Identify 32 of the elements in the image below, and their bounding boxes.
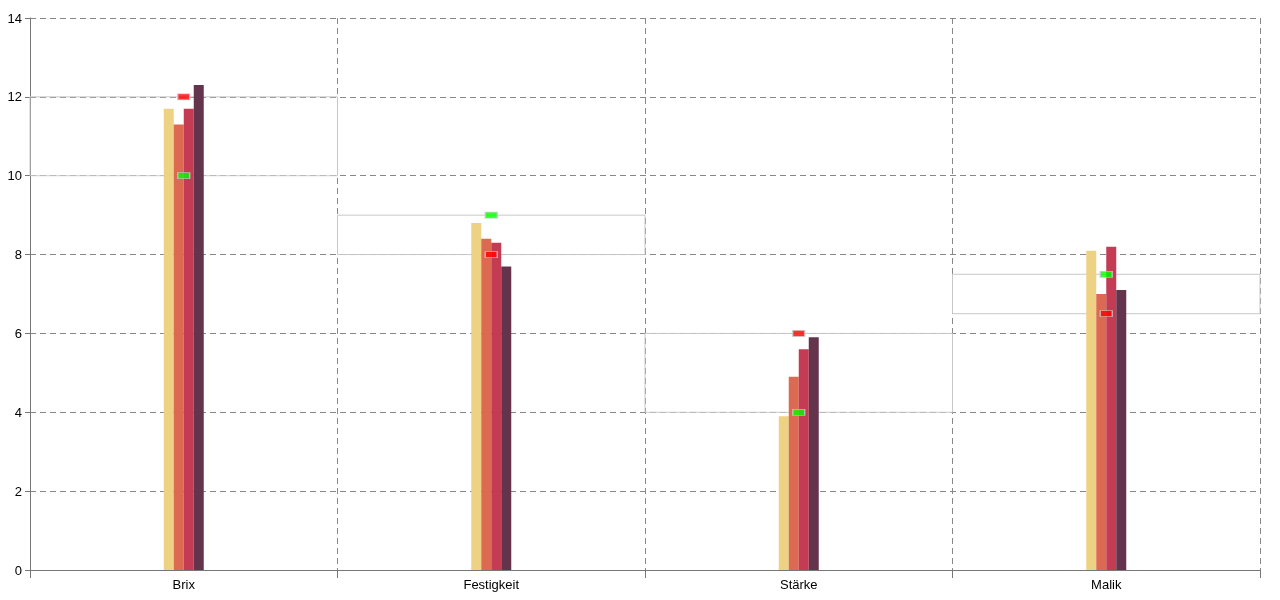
bar	[29, 96, 338, 177]
bar	[501, 266, 512, 570]
bar	[952, 273, 1261, 315]
x-tick-label: Brix	[172, 577, 196, 592]
x-tick-label: Stärke	[779, 577, 818, 592]
x-tick-label: Festigkeit	[463, 577, 520, 592]
bar	[1086, 250, 1097, 570]
bar	[163, 108, 174, 570]
bar	[808, 337, 819, 570]
bar	[1096, 294, 1107, 570]
y-tick-label: 10	[7, 168, 22, 184]
bar	[644, 332, 953, 413]
bar	[798, 349, 809, 570]
bar	[778, 416, 789, 570]
bar	[193, 85, 204, 570]
y-tick-label: 0	[14, 562, 22, 578]
y-tick-label: 2	[14, 483, 22, 499]
y-tick-label: 14	[7, 10, 22, 26]
bar	[183, 108, 194, 570]
bar	[337, 214, 646, 256]
bar	[1106, 246, 1117, 570]
x-tick-label: Malik	[1091, 577, 1122, 592]
y-tick-label: 6	[14, 325, 22, 341]
bar	[491, 242, 502, 570]
bar	[1116, 290, 1127, 570]
y-tick-label: 12	[7, 89, 22, 105]
bar	[173, 124, 184, 570]
y-tick-label: 4	[14, 404, 22, 420]
y-tick-label: 8	[14, 247, 22, 263]
bar	[481, 238, 492, 570]
bar	[471, 223, 482, 570]
bar	[788, 376, 799, 570]
